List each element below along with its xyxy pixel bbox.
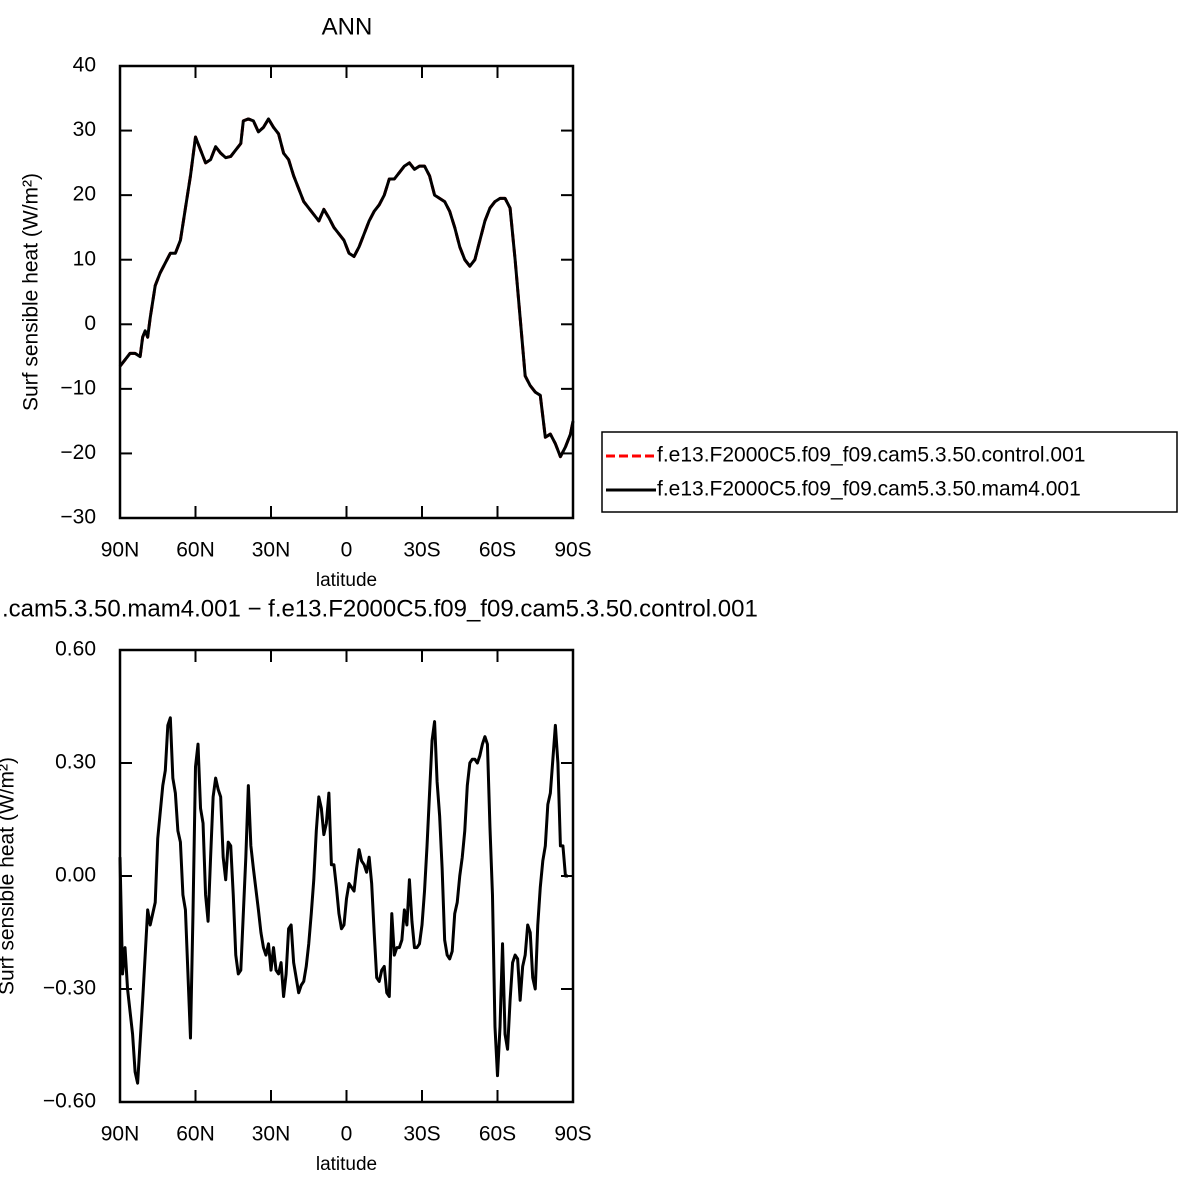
x-tick-label: 0 xyxy=(341,1123,353,1146)
y-tick-label: −0.60 xyxy=(43,1090,96,1113)
x-tick-label: 30S xyxy=(403,539,440,562)
x-tick-label: 30N xyxy=(252,539,291,562)
x-axis-label: latitude xyxy=(316,570,377,591)
x-tick-label: 60S xyxy=(479,539,516,562)
y-tick-label: −10 xyxy=(60,376,96,399)
x-tick-label: 90S xyxy=(554,539,591,562)
x-tick-label: 60S xyxy=(479,1123,516,1146)
chart-title: ANN xyxy=(322,13,373,40)
data-line xyxy=(118,716,568,1085)
y-tick-label: 20 xyxy=(73,183,96,206)
legend-box xyxy=(601,431,1178,513)
x-tick-label: 90N xyxy=(101,539,140,562)
y-tick-label: 0 xyxy=(84,312,96,335)
x-tick-label: 0 xyxy=(341,539,353,562)
x-tick-label: 30S xyxy=(403,1123,440,1146)
y-tick-label: −0.30 xyxy=(43,977,96,1000)
plot-frame xyxy=(118,64,575,520)
chart-title: .cam5.3.50.mam4.001 − f.e13.F2000C5.f09_… xyxy=(2,595,758,622)
y-axis-label: Surf sensible heat (W/m²) xyxy=(20,173,43,411)
legend-label: f.e13.F2000C5.f09_f09.cam5.3.50.mam4.001 xyxy=(657,478,1081,501)
x-tick-label: 30N xyxy=(252,1123,291,1146)
x-tick-label: 60N xyxy=(176,1123,215,1146)
legend-label: f.e13.F2000C5.f09_f09.cam5.3.50.control.… xyxy=(657,444,1085,467)
y-tick-label: 0.60 xyxy=(55,638,96,661)
data-line xyxy=(118,117,575,459)
y-tick-label: 30 xyxy=(73,118,96,141)
data-line xyxy=(118,117,575,459)
y-tick-label: 0.00 xyxy=(55,864,96,887)
y-tick-label: −20 xyxy=(60,441,96,464)
y-tick-label: 40 xyxy=(73,54,96,77)
y-tick-label: 0.30 xyxy=(55,751,96,774)
y-tick-label: 10 xyxy=(73,247,96,270)
y-tick-label: −30 xyxy=(60,506,96,529)
x-tick-label: 90N xyxy=(101,1123,140,1146)
y-axis-label: Surf sensible heat (W/m²) xyxy=(0,757,19,995)
x-axis-label: latitude xyxy=(316,1154,377,1175)
x-tick-label: 90S xyxy=(554,1123,591,1146)
x-tick-label: 60N xyxy=(176,539,215,562)
